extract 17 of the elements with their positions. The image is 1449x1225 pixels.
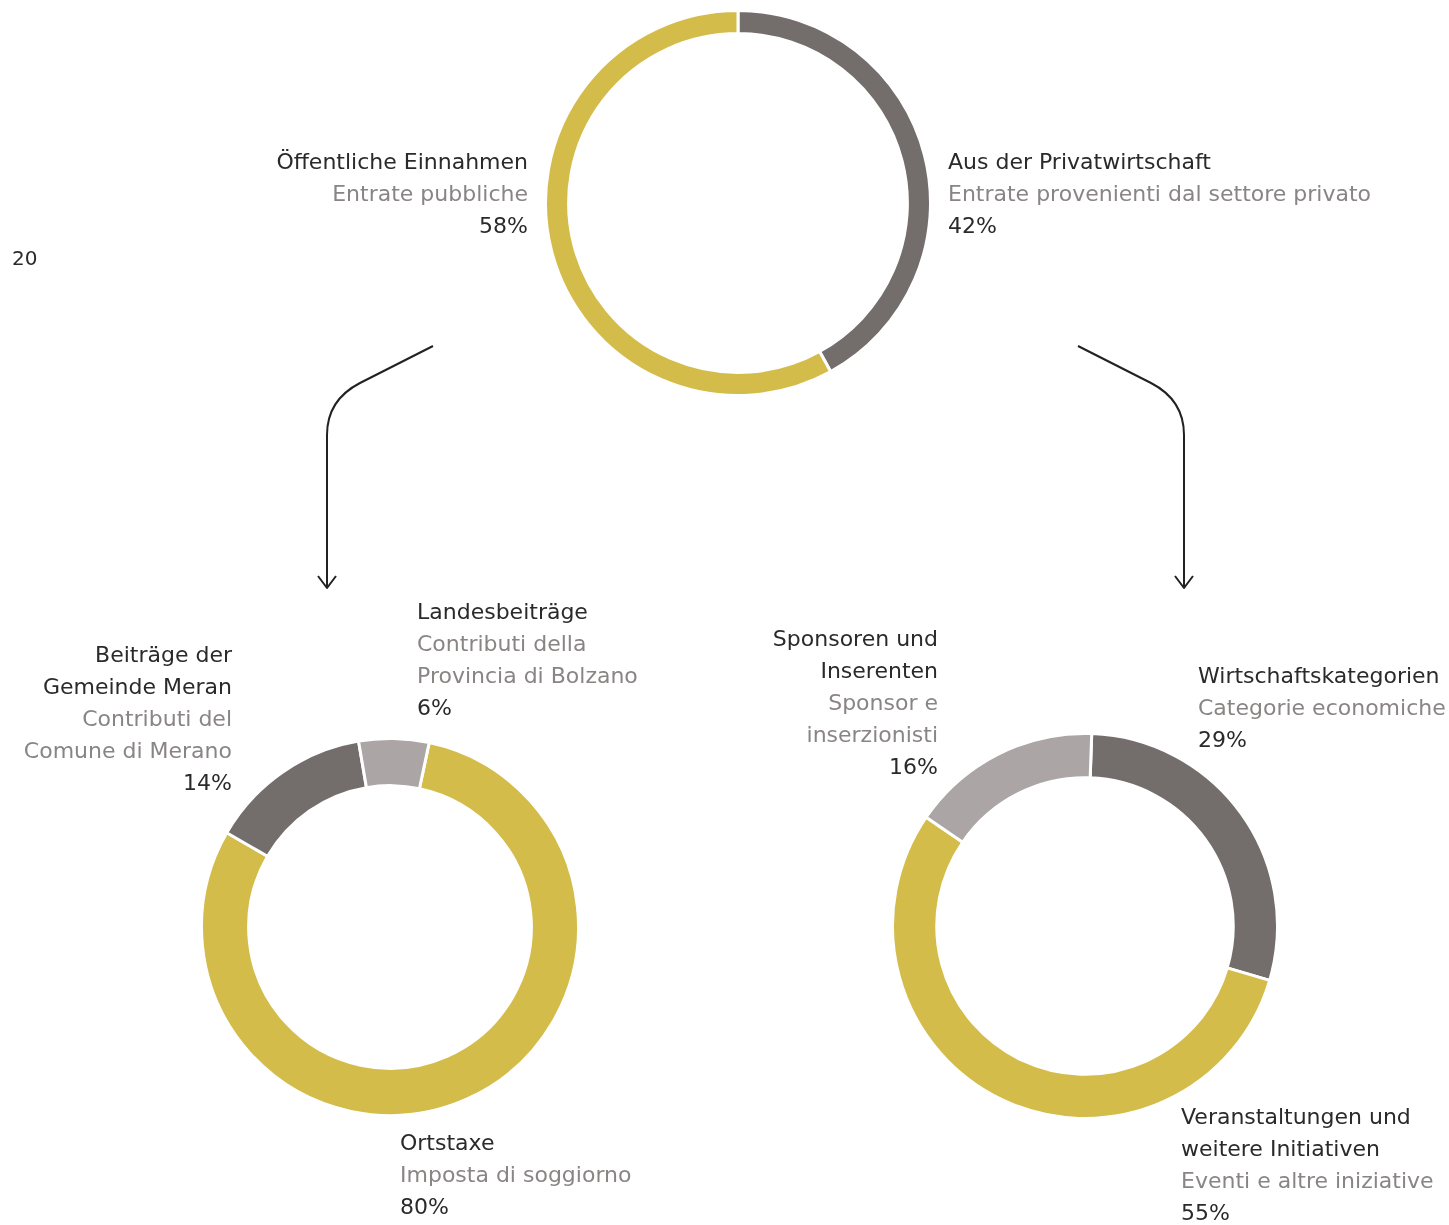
- data-label: 16%: [888, 753, 938, 781]
- data-label: 29%: [1198, 726, 1248, 754]
- data-label: 80%: [400, 1193, 450, 1221]
- slice-label: Wirtschaftskategorien Categorie economiche: [1198, 662, 1447, 722]
- slice-label: Öffentliche Einnahmen Entrate pubbliche: [275, 148, 528, 208]
- text: 20: [12, 246, 38, 270]
- slice-label: Landesbeiträge Contributi della Provincia di Bolzano: [417, 598, 639, 690]
- data-label: 14%: [182, 769, 232, 797]
- data-label: 42%: [948, 212, 998, 240]
- slice-label: Sponsoren und Inserenten Sponsor e inserzionisti: [771, 625, 938, 749]
- data-label: 6%: [417, 694, 453, 722]
- data-label: 55%: [1181, 1199, 1231, 1225]
- slice-label: Veranstaltungen und weitere Initiativen Eventi e altre iniziative: [1181, 1103, 1435, 1195]
- slice-label: Ortstaxe Imposta di soggiorno: [400, 1129, 633, 1189]
- slice-label: Beiträge der Gemeinde Meran Contributi del Comune di Merano: [22, 641, 232, 765]
- slice-label: Aus der Privatwirtschaft Entrate provenienti dal settore privato: [948, 148, 1373, 208]
- data-label: 58%: [478, 212, 528, 240]
